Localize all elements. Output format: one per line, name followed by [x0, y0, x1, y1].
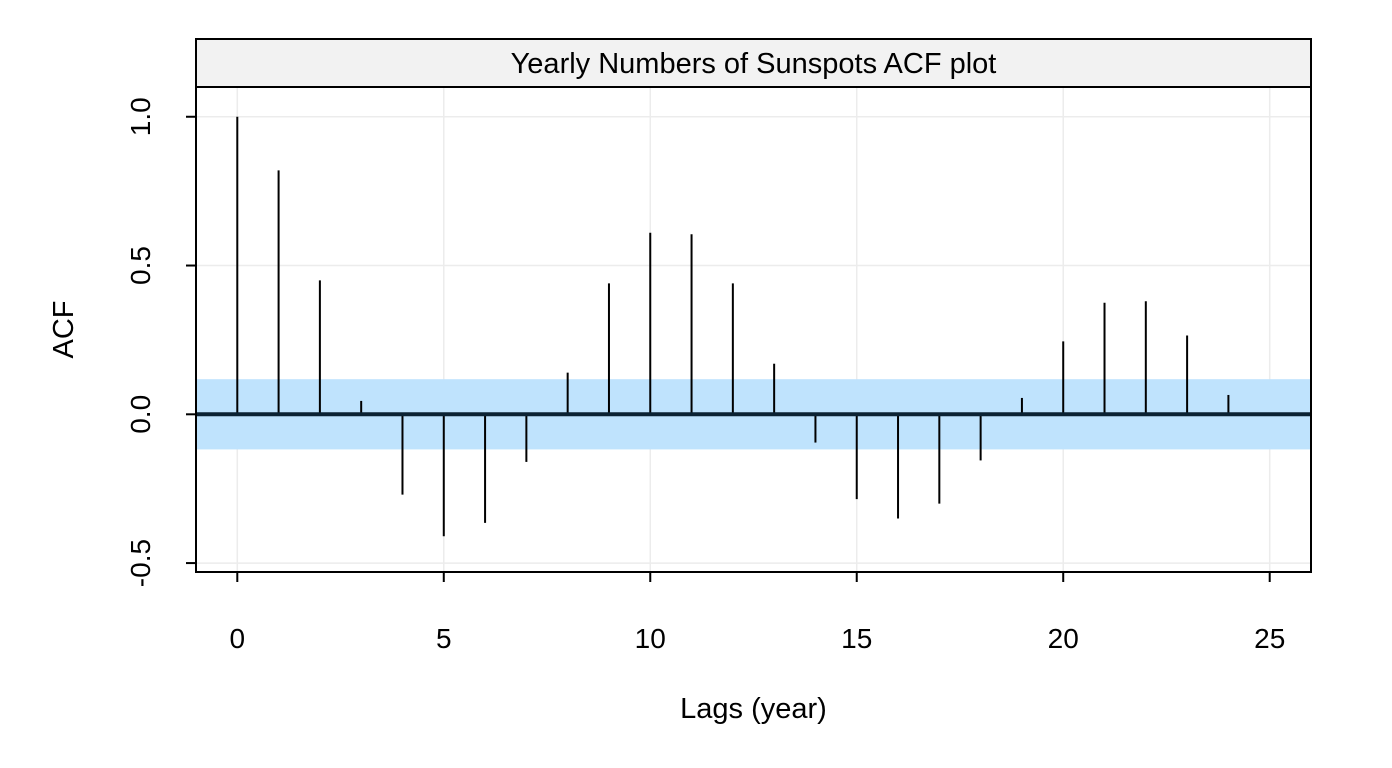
x-tick-label: 20: [1048, 623, 1079, 654]
y-tick-label: 1.0: [125, 97, 156, 136]
x-tick-label: 5: [436, 623, 452, 654]
x-axis: 0 5 10 15 20 25: [230, 572, 1285, 654]
x-tick-label: 15: [841, 623, 872, 654]
y-tick-label: -0.5: [125, 539, 156, 587]
y-axis-label: ACF: [48, 301, 80, 359]
acf-bars: [236, 116, 1230, 537]
x-tick-label: 10: [635, 623, 666, 654]
plot-panel-border: [195, 86, 1312, 573]
strip-header: [195, 38, 1312, 88]
y-tick-label: 0.5: [125, 246, 156, 285]
x-tick-label: 0: [230, 623, 246, 654]
grid-lines: [196, 87, 1311, 572]
y-tick-label: 0.0: [125, 395, 156, 434]
x-tick-label: 25: [1254, 623, 1285, 654]
chart-title: Yearly Numbers of Sunspots ACF plot: [511, 48, 997, 80]
y-axis: -0.5 0.0 0.5 1.0: [125, 97, 196, 587]
x-axis-label: Lags (year): [680, 693, 827, 725]
